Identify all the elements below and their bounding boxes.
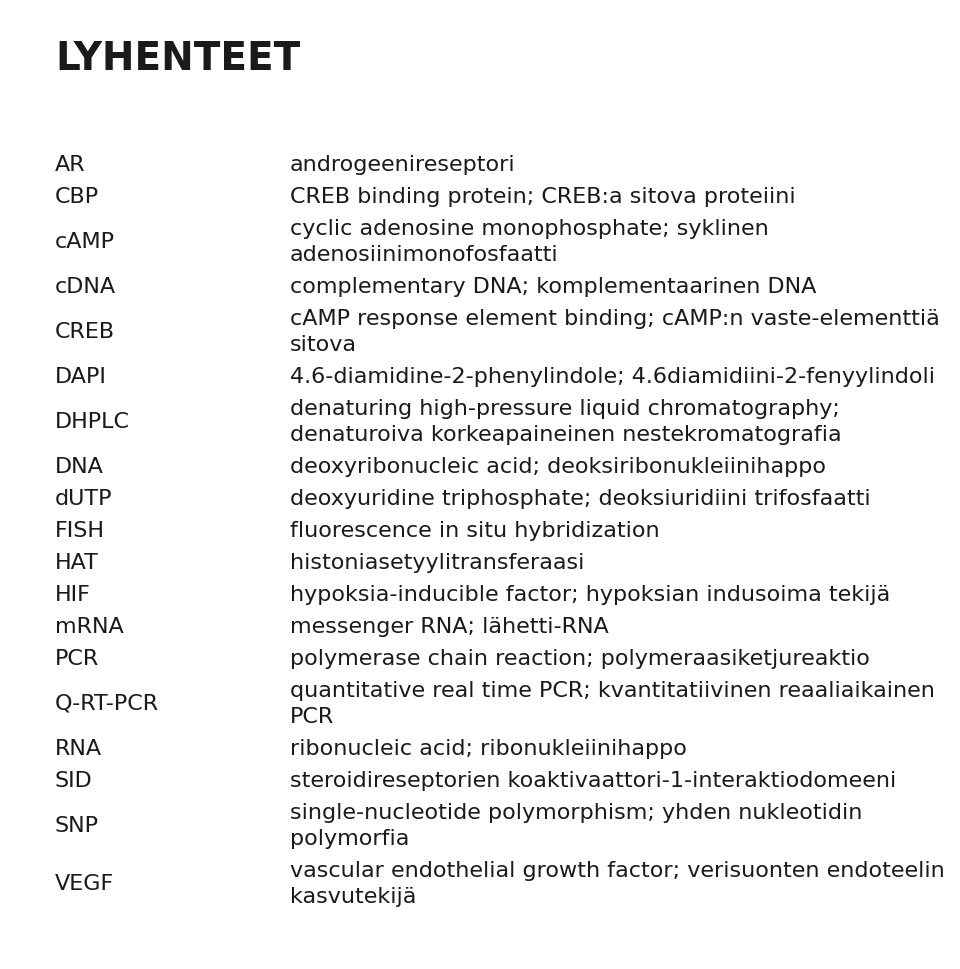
Text: quantitative real time PCR; kvantitatiivinen reaaliaikainen: quantitative real time PCR; kvantitatiiv… — [290, 681, 935, 701]
Text: adenosiinimonofosfaatti: adenosiinimonofosfaatti — [290, 245, 559, 265]
Text: dUTP: dUTP — [55, 489, 112, 509]
Text: polymerase chain reaction; polymeraasiketjureaktio: polymerase chain reaction; polymeraasike… — [290, 649, 870, 669]
Text: denaturoiva korkeapaineinen nestekromatografia: denaturoiva korkeapaineinen nestekromato… — [290, 425, 842, 445]
Text: cDNA: cDNA — [55, 277, 116, 297]
Text: 4.6-diamidine-2-phenylindole; 4.6diamidiini-2-fenyylindoli: 4.6-diamidine-2-phenylindole; 4.6diamidi… — [290, 367, 935, 387]
Text: fluorescence in situ hybridization: fluorescence in situ hybridization — [290, 521, 660, 541]
Text: deoxyuridine triphosphate; deoksiuridiini trifosfaatti: deoxyuridine triphosphate; deoksiuridiin… — [290, 489, 871, 509]
Text: denaturing high-pressure liquid chromatography;: denaturing high-pressure liquid chromato… — [290, 399, 840, 419]
Text: FISH: FISH — [55, 521, 105, 541]
Text: CBP: CBP — [55, 187, 99, 207]
Text: cyclic adenosine monophosphate; syklinen: cyclic adenosine monophosphate; syklinen — [290, 219, 769, 239]
Text: hypoksia-inducible factor; hypoksian indusoima tekijä: hypoksia-inducible factor; hypoksian ind… — [290, 585, 890, 605]
Text: polymorfia: polymorfia — [290, 829, 409, 849]
Text: steroidireseptorien koaktivaattori-1-interaktiodomeeni: steroidireseptorien koaktivaattori-1-int… — [290, 771, 897, 791]
Text: LYHENTEET: LYHENTEET — [55, 40, 300, 78]
Text: mRNA: mRNA — [55, 617, 124, 637]
Text: SID: SID — [55, 771, 93, 791]
Text: RNA: RNA — [55, 739, 102, 759]
Text: HAT: HAT — [55, 553, 99, 573]
Text: HIF: HIF — [55, 585, 91, 605]
Text: histoniasetyylitransferaasi: histoniasetyylitransferaasi — [290, 553, 585, 573]
Text: DAPI: DAPI — [55, 367, 107, 387]
Text: CREB: CREB — [55, 322, 115, 342]
Text: sitova: sitova — [290, 335, 357, 355]
Text: AR: AR — [55, 155, 85, 175]
Text: ribonucleic acid; ribonukleiinihappo: ribonucleic acid; ribonukleiinihappo — [290, 739, 686, 759]
Text: cAMP response element binding; cAMP:n vaste-elementtiä: cAMP response element binding; cAMP:n va… — [290, 309, 940, 329]
Text: single-nucleotide polymorphism; yhden nukleotidin: single-nucleotide polymorphism; yhden nu… — [290, 803, 862, 823]
Text: CREB binding protein; CREB:a sitova proteiini: CREB binding protein; CREB:a sitova prot… — [290, 187, 796, 207]
Text: DNA: DNA — [55, 457, 104, 477]
Text: SNP: SNP — [55, 816, 99, 836]
Text: PCR: PCR — [290, 707, 334, 727]
Text: complementary DNA; komplementaarinen DNA: complementary DNA; komplementaarinen DNA — [290, 277, 816, 297]
Text: androgeenireseptori: androgeenireseptori — [290, 155, 516, 175]
Text: PCR: PCR — [55, 649, 99, 669]
Text: DHPLC: DHPLC — [55, 412, 130, 432]
Text: Q-RT-PCR: Q-RT-PCR — [55, 694, 159, 714]
Text: cAMP: cAMP — [55, 232, 115, 252]
Text: VEGF: VEGF — [55, 874, 114, 894]
Text: kasvutekijä: kasvutekijä — [290, 887, 417, 907]
Text: messenger RNA; lähetti-RNA: messenger RNA; lähetti-RNA — [290, 617, 609, 637]
Text: vascular endothelial growth factor; verisuonten endoteelin: vascular endothelial growth factor; veri… — [290, 861, 945, 881]
Text: deoxyribonucleic acid; deoksiribonukleiinihappo: deoxyribonucleic acid; deoksiribonukleii… — [290, 457, 826, 477]
